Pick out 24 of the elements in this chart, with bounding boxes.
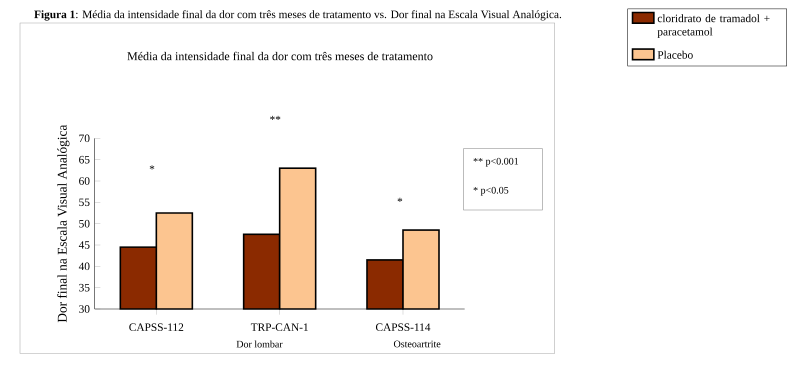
x-tick-label: CAPSS-112	[129, 323, 184, 332]
y-axis-title: Dor final na Escala Visual Analógica	[57, 124, 70, 322]
y-tick-label: 55	[79, 198, 90, 206]
x-tick-label: TRP-CAN-1	[250, 323, 308, 332]
x-tick-label: CAPSS-114	[376, 323, 430, 332]
y-tick-label: 70	[79, 134, 90, 142]
legend-label: cloridrato de tramadol + paracetamol	[658, 14, 770, 38]
y-tick-label: 45	[78, 241, 90, 249]
y-tick-label: 60	[79, 177, 90, 185]
legend-label: Placebo	[658, 50, 693, 59]
y-tick-label: 50	[79, 220, 90, 228]
y-tick-label: 65	[79, 156, 90, 164]
y-tick-label: 30	[79, 305, 90, 313]
text: ** p<0.001	[474, 158, 518, 167]
chart-title: Figura 1: Média da intensidade final da dor com três meses de tratamento vs. Dor final na Escala Visual Analógica.	[34, 10, 562, 21]
text: * p<0.05	[474, 186, 508, 196]
text: **	[270, 116, 280, 120]
chart-subtitle: Média da intensidade final da dor com três meses de tratamento	[127, 52, 433, 60]
y-tick-label: 40	[78, 262, 90, 270]
annotation: *	[150, 165, 154, 170]
y-tick-label: 35	[79, 284, 90, 292]
text: Dor lombar	[236, 340, 283, 348]
text: Osteoartrite	[394, 340, 440, 348]
annotation: *	[398, 198, 402, 202]
